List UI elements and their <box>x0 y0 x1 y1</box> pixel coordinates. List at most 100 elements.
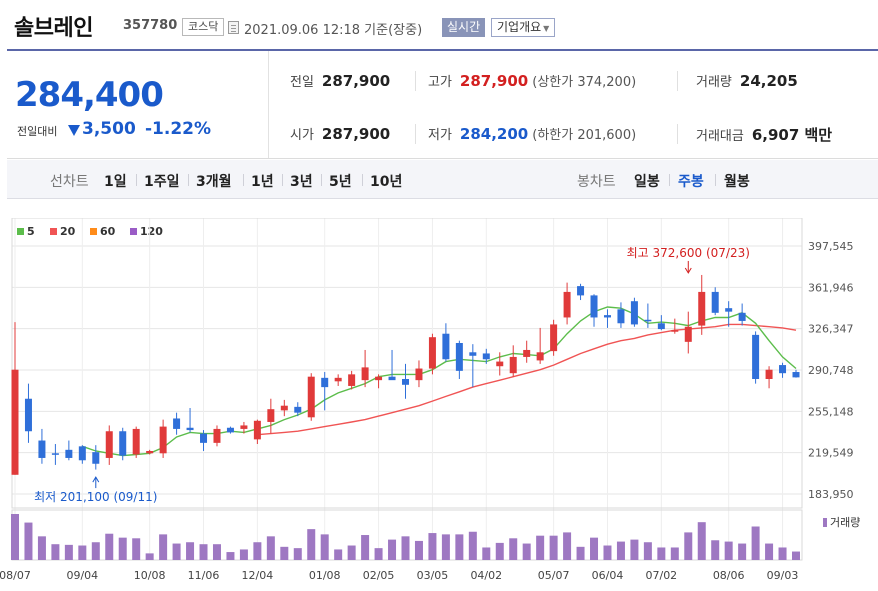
candle-body <box>51 453 59 455</box>
volume-bar <box>495 542 504 560</box>
low: 저가 284,200 (하한가 201,600) <box>428 124 636 143</box>
candle-body <box>415 368 423 381</box>
candle-body <box>307 376 315 418</box>
candle-body <box>563 291 571 318</box>
legend-swatch <box>50 228 57 235</box>
x-tick-label: 10/08 <box>134 569 166 582</box>
candle-body <box>496 361 504 367</box>
current-price-box: 284,400 전일대비 3,500 -1.22% <box>7 51 269 158</box>
candle-body <box>684 326 692 342</box>
x-tick-label: 11/06 <box>188 569 220 582</box>
volume-bar <box>590 537 599 560</box>
period-1w[interactable]: 1주일 <box>144 174 180 190</box>
divider <box>243 174 244 186</box>
candle-body <box>146 450 154 454</box>
period-3m[interactable]: 3개월 <box>196 174 232 190</box>
low-value: 284,200 <box>459 125 529 143</box>
volume-bar <box>697 522 706 560</box>
volume-bar <box>280 546 289 560</box>
candle-body <box>132 428 140 455</box>
candle-body <box>334 377 342 382</box>
legend-label: 5 <box>27 225 35 238</box>
prev-close: 전일 287,900 <box>290 71 390 90</box>
candle-body <box>402 378 409 385</box>
max-annotation: 최고 372,600 (07/23) <box>627 246 750 260</box>
period-5y[interactable]: 5년 <box>329 174 352 190</box>
divider <box>415 124 416 144</box>
ma20-path <box>257 323 797 436</box>
chart-grid <box>11 218 803 561</box>
divider <box>677 124 678 144</box>
candle-body <box>792 372 800 378</box>
legend-label: 60 <box>100 225 116 238</box>
volume-bar <box>118 537 127 560</box>
candle-body <box>509 356 517 374</box>
period-3y[interactable]: 3년 <box>290 174 313 190</box>
candle-body <box>200 433 208 443</box>
weekly-candlestick-chart[interactable]: 5 20 60 120 최고 372,600 (07/23) 최저 201,100 (0… <box>0 218 878 591</box>
candle-body <box>617 309 625 324</box>
candle-body <box>630 301 638 325</box>
candle-body <box>698 291 706 326</box>
max-arrow-head <box>684 267 692 274</box>
volume-bar <box>711 540 720 560</box>
legend-swatch <box>17 228 24 235</box>
candle-body <box>361 367 369 381</box>
high-label: 고가 <box>428 75 452 90</box>
candle-body <box>455 343 463 371</box>
candle-weekly[interactable]: 주봉 <box>678 174 704 190</box>
volume-legend-swatch <box>823 518 827 527</box>
divider <box>715 174 716 186</box>
candle-body <box>711 291 719 313</box>
legend-swatch <box>130 228 137 235</box>
volume-bar <box>765 543 774 560</box>
candle-body <box>253 420 261 440</box>
volume-bar <box>226 552 235 560</box>
ma5-path <box>82 306 797 457</box>
candle-body <box>92 452 100 464</box>
y-tick-label: 219,549 <box>808 447 854 460</box>
volume-bar <box>428 533 437 560</box>
candle-body <box>38 440 46 458</box>
candle-daily[interactable]: 일봉 <box>634 174 660 190</box>
volume-bar <box>105 533 114 560</box>
volume-bar <box>603 545 612 560</box>
ma20-line <box>257 323 797 436</box>
prev-close-value: 287,900 <box>321 72 391 90</box>
volume-bar <box>51 544 60 560</box>
candle-monthly[interactable]: 월봉 <box>724 174 750 190</box>
y-tick-label: 255,148 <box>808 405 854 418</box>
corp-info-dropdown[interactable]: 기업개요 ▼ <box>491 18 556 37</box>
x-tick-label: 02/05 <box>363 569 395 582</box>
high-value: 287,900 <box>459 72 529 90</box>
candle-body <box>213 428 221 443</box>
volume-bar <box>253 542 262 560</box>
period-10y[interactable]: 10년 <box>370 174 403 190</box>
ma5-line <box>82 306 797 457</box>
legend-label: 120 <box>140 225 163 238</box>
divider <box>677 71 678 91</box>
x-tick-label: 12/04 <box>242 569 274 582</box>
period-1d[interactable]: 1일 <box>104 174 127 190</box>
divider <box>136 174 137 186</box>
volume-bar <box>11 514 19 560</box>
y-tick-label: 361,946 <box>808 281 854 294</box>
prev-close-label: 전일 <box>290 75 314 90</box>
volume-bar <box>563 532 572 560</box>
low-label: 저가 <box>428 128 452 143</box>
realtime-button[interactable]: 실시간 <box>442 18 486 37</box>
x-tick-label: 09/04 <box>66 569 98 582</box>
volume-bar <box>482 547 491 560</box>
x-tick-label: 06/04 <box>592 569 624 582</box>
divider <box>282 174 283 186</box>
candle-body <box>173 418 181 429</box>
volume-bar <box>320 534 329 560</box>
candle-body <box>348 374 356 386</box>
amount: 거래대금 6,907 백만 <box>696 124 832 145</box>
volume-bar <box>643 542 652 560</box>
ma-legend: 5 20 60 120 <box>17 225 163 238</box>
period-1y[interactable]: 1년 <box>251 174 274 190</box>
volume: 거래량 24,205 <box>696 71 798 90</box>
candle-body <box>226 427 234 433</box>
amount-value: 6,907 백만 <box>751 126 833 144</box>
